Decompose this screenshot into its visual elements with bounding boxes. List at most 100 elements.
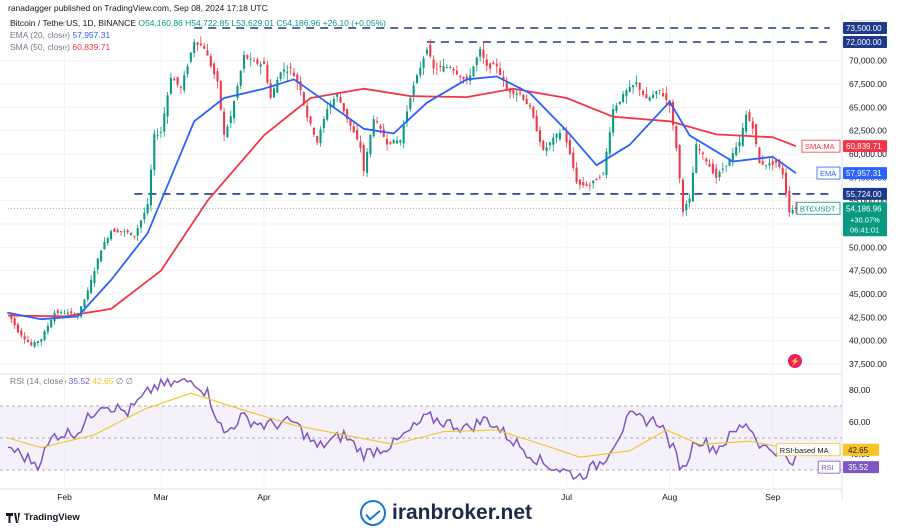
candle-body[interactable] — [509, 88, 512, 93]
candle-body[interactable] — [748, 112, 751, 121]
candle-body[interactable] — [402, 125, 405, 144]
candle-body[interactable] — [445, 67, 448, 68]
candle-body[interactable] — [755, 124, 758, 145]
candle-body[interactable] — [552, 137, 555, 145]
candle-body[interactable] — [585, 184, 588, 186]
candle-body[interactable] — [731, 153, 734, 162]
candle-body[interactable] — [292, 72, 295, 77]
candle-body[interactable] — [356, 129, 359, 140]
candle-body[interactable] — [728, 158, 731, 166]
candle-body[interactable] — [213, 63, 216, 75]
candle-body[interactable] — [771, 161, 774, 165]
candle-body[interactable] — [272, 88, 276, 98]
candle-body[interactable] — [439, 65, 442, 67]
candle-body[interactable] — [738, 141, 741, 147]
candle-body[interactable] — [126, 230, 129, 233]
candle-body[interactable] — [352, 126, 355, 133]
candle-body[interactable] — [143, 212, 146, 220]
candle-body[interactable] — [548, 142, 551, 146]
candle-body[interactable] — [206, 50, 209, 56]
candle-body[interactable] — [485, 59, 488, 66]
candle-body[interactable] — [253, 60, 256, 62]
candle-body[interactable] — [455, 70, 458, 75]
candle-body[interactable] — [618, 101, 621, 104]
candle-body[interactable] — [299, 81, 302, 91]
candle-body[interactable] — [778, 159, 781, 168]
candle-body[interactable] — [718, 171, 721, 178]
candle-body[interactable] — [176, 77, 179, 85]
candle-body[interactable] — [262, 61, 266, 64]
candle-body[interactable] — [106, 238, 109, 244]
candle-body[interactable] — [648, 97, 651, 101]
candle-body[interactable] — [146, 203, 149, 214]
candle-body[interactable] — [625, 90, 628, 97]
candle-body[interactable] — [120, 231, 123, 232]
candle-body[interactable] — [332, 98, 335, 107]
candle-body[interactable] — [765, 164, 768, 166]
candle-body[interactable] — [392, 139, 395, 144]
ema20-line[interactable] — [7, 75, 797, 321]
candle-body[interactable] — [489, 63, 492, 69]
legend-sma-row[interactable]: SMA (50, close) 60,839.71 — [10, 42, 110, 52]
candle-body[interactable] — [186, 66, 189, 75]
candle-body[interactable] — [412, 85, 415, 97]
candle-body[interactable] — [505, 82, 508, 91]
candle-body[interactable] — [395, 140, 399, 144]
candle-body[interactable] — [512, 89, 515, 94]
candle-body[interactable] — [129, 232, 133, 236]
candle-body[interactable] — [66, 312, 69, 314]
candle-body[interactable] — [229, 116, 232, 123]
candle-body[interactable] — [575, 167, 578, 183]
candle-body[interactable] — [492, 62, 495, 65]
candle-body[interactable] — [46, 325, 49, 332]
candle-body[interactable] — [249, 58, 252, 60]
candle-body[interactable] — [688, 198, 691, 203]
candle-body[interactable] — [26, 340, 29, 342]
candle-body[interactable] — [578, 179, 581, 185]
legend-rsi-row[interactable]: RSI (14, close) 35.52 42.65 ∅ ∅ — [10, 376, 133, 387]
candle-body[interactable] — [86, 290, 89, 300]
candle-body[interactable] — [110, 230, 113, 240]
candle-body[interactable] — [588, 184, 591, 186]
candle-body[interactable] — [63, 313, 66, 315]
candle-body[interactable] — [459, 75, 462, 78]
candle-body[interactable] — [339, 97, 342, 103]
candle-body[interactable] — [698, 148, 701, 151]
candle-body[interactable] — [635, 82, 638, 85]
candle-body[interactable] — [60, 311, 63, 313]
candle-body[interactable] — [193, 42, 196, 54]
candle-body[interactable] — [409, 97, 412, 110]
candle-body[interactable] — [452, 68, 455, 71]
candle-body[interactable] — [20, 330, 23, 336]
candle-body[interactable] — [482, 49, 485, 58]
candle-body[interactable] — [784, 172, 788, 194]
candle-body[interactable] — [43, 331, 46, 340]
candle-body[interactable] — [685, 203, 688, 211]
candle-body[interactable] — [519, 92, 522, 94]
candle-body[interactable] — [316, 136, 319, 143]
candle-body[interactable] — [153, 133, 156, 171]
candle-body[interactable] — [116, 230, 119, 233]
candle-body[interactable] — [30, 342, 33, 346]
candle-body[interactable] — [93, 271, 96, 284]
candle-body[interactable] — [296, 74, 299, 83]
candle-body[interactable] — [538, 130, 542, 142]
candle-body[interactable] — [336, 93, 339, 97]
candle-body[interactable] — [113, 228, 116, 232]
rsi-line[interactable] — [7, 377, 797, 481]
candle-body[interactable] — [598, 177, 601, 179]
candle-body[interactable] — [768, 163, 771, 166]
candle-body[interactable] — [661, 93, 665, 97]
candle-body[interactable] — [386, 139, 389, 145]
candle-body[interactable] — [405, 111, 409, 123]
candle-body[interactable] — [159, 131, 162, 133]
candle-body[interactable] — [572, 152, 575, 168]
candle-body[interactable] — [369, 134, 372, 155]
candle-body[interactable] — [741, 127, 744, 146]
candle-body[interactable] — [665, 93, 668, 100]
candle-body[interactable] — [203, 46, 206, 49]
candle-body[interactable] — [499, 68, 502, 75]
candle-body[interactable] — [256, 59, 259, 64]
candle-body[interactable] — [462, 77, 465, 79]
candle-body[interactable] — [23, 336, 26, 340]
